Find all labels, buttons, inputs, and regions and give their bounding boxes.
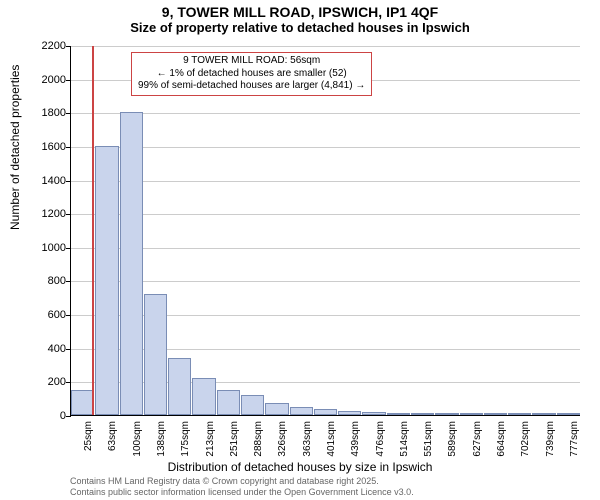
y-tick-label: 0: [26, 410, 66, 422]
y-tick-mark: [66, 248, 71, 249]
y-tick-mark: [66, 281, 71, 282]
gridline: [71, 181, 580, 182]
x-tick-label: 664sqm: [496, 421, 507, 461]
credits-line2: Contains public sector information licen…: [70, 487, 414, 498]
y-tick-label: 1800: [26, 107, 66, 119]
histogram-bar: [387, 413, 410, 415]
annotation-line3: 99% of semi-detached houses are larger (…: [138, 80, 365, 93]
histogram-bar: [168, 358, 191, 415]
histogram-bar: [338, 411, 361, 415]
credits-block: Contains HM Land Registry data © Crown c…: [70, 476, 414, 498]
chart-plot-area: 25sqm63sqm100sqm138sqm175sqm213sqm251sqm…: [70, 46, 580, 416]
marker-line: [92, 46, 94, 415]
x-tick-label: 288sqm: [253, 421, 264, 461]
histogram-bar: [508, 413, 531, 415]
x-tick-label: 589sqm: [447, 421, 458, 461]
y-tick-label: 1600: [26, 141, 66, 153]
x-tick-label: 514sqm: [399, 421, 410, 461]
y-tick-label: 1200: [26, 208, 66, 220]
y-tick-label: 200: [26, 376, 66, 388]
y-tick-label: 600: [26, 309, 66, 321]
chart-title-line1: 9, TOWER MILL ROAD, IPSWICH, IP1 4QF: [0, 4, 600, 20]
annotation-line1: 9 TOWER MILL ROAD: 56sqm: [138, 55, 365, 68]
y-axis-title: Number of detached properties: [8, 65, 22, 230]
x-tick-label: 63sqm: [107, 421, 118, 461]
credits-line1: Contains HM Land Registry data © Crown c…: [70, 476, 414, 487]
chart-title-line2: Size of property relative to detached ho…: [0, 20, 600, 35]
x-tick-label: 777sqm: [569, 421, 580, 461]
gridline: [71, 281, 580, 282]
x-tick-label: 551sqm: [423, 421, 434, 461]
x-tick-label: 251sqm: [229, 421, 240, 461]
gridline: [71, 113, 580, 114]
y-tick-mark: [66, 46, 71, 47]
y-tick-mark: [66, 147, 71, 148]
x-tick-label: 627sqm: [472, 421, 483, 461]
gridline: [71, 248, 580, 249]
y-tick-mark: [66, 315, 71, 316]
x-tick-label: 439sqm: [350, 421, 361, 461]
histogram-bar: [460, 413, 483, 415]
y-tick-label: 400: [26, 343, 66, 355]
x-tick-label: 138sqm: [156, 421, 167, 461]
histogram-bar: [435, 413, 458, 415]
y-tick-mark: [66, 80, 71, 81]
plot-region: 25sqm63sqm100sqm138sqm175sqm213sqm251sqm…: [70, 46, 580, 416]
y-tick-mark: [66, 416, 71, 417]
histogram-bar: [217, 390, 240, 415]
histogram-bar: [95, 146, 118, 415]
gridline: [71, 46, 580, 47]
y-tick-mark: [66, 181, 71, 182]
y-tick-mark: [66, 349, 71, 350]
annotation-line2: ← 1% of detached houses are smaller (52): [138, 68, 365, 81]
y-tick-label: 1000: [26, 242, 66, 254]
y-tick-mark: [66, 382, 71, 383]
histogram-bar: [362, 412, 385, 415]
x-tick-label: 25sqm: [83, 421, 94, 461]
x-tick-label: 326sqm: [277, 421, 288, 461]
y-tick-label: 2200: [26, 40, 66, 52]
x-axis-title: Distribution of detached houses by size …: [0, 460, 600, 474]
x-tick-label: 739sqm: [545, 421, 556, 461]
histogram-bar: [532, 413, 555, 415]
x-tick-label: 213sqm: [205, 421, 216, 461]
x-tick-label: 476sqm: [375, 421, 386, 461]
y-tick-label: 1400: [26, 175, 66, 187]
chart-title-block: 9, TOWER MILL ROAD, IPSWICH, IP1 4QF Siz…: [0, 0, 600, 35]
x-tick-label: 401sqm: [326, 421, 337, 461]
gridline: [71, 147, 580, 148]
x-tick-label: 702sqm: [520, 421, 531, 461]
histogram-bar: [192, 378, 215, 415]
histogram-bar: [120, 112, 143, 415]
histogram-bar: [411, 413, 434, 415]
x-tick-label: 363sqm: [302, 421, 313, 461]
histogram-bar: [265, 403, 288, 415]
annotation-box: 9 TOWER MILL ROAD: 56sqm← 1% of detached…: [131, 52, 372, 96]
y-tick-mark: [66, 214, 71, 215]
histogram-bar: [241, 395, 264, 415]
x-tick-label: 100sqm: [132, 421, 143, 461]
gridline: [71, 214, 580, 215]
histogram-bar: [144, 294, 167, 415]
histogram-bar: [314, 409, 337, 415]
y-tick-mark: [66, 113, 71, 114]
y-tick-label: 2000: [26, 74, 66, 86]
histogram-bar: [290, 407, 313, 415]
histogram-bar: [484, 413, 507, 415]
x-tick-label: 175sqm: [180, 421, 191, 461]
y-tick-label: 800: [26, 275, 66, 287]
histogram-bar: [557, 413, 580, 415]
